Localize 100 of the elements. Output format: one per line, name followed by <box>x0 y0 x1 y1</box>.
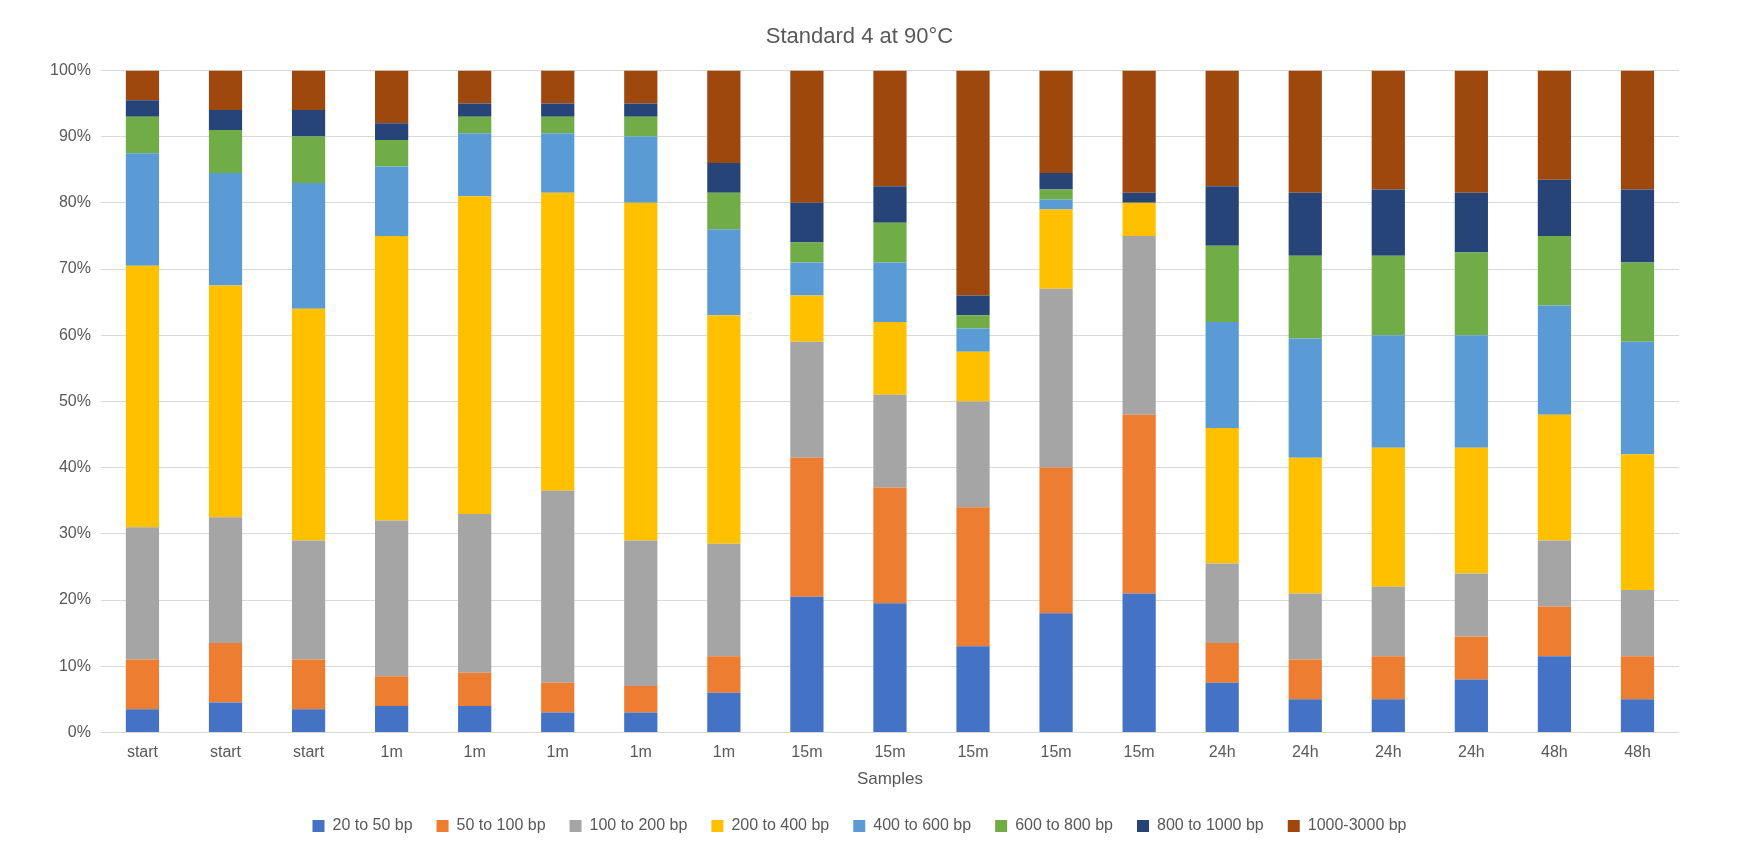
bar <box>1371 699 1405 732</box>
bar <box>956 328 990 352</box>
x-tick-label: 15m <box>874 743 906 761</box>
bar <box>956 507 990 647</box>
x-tick-label: start <box>293 743 325 761</box>
bar <box>1454 252 1488 336</box>
x-tick-label: 24h <box>1208 743 1236 761</box>
bar <box>624 540 658 687</box>
bar <box>208 517 243 644</box>
bar <box>707 315 741 544</box>
bar <box>375 166 409 236</box>
bar <box>458 196 492 514</box>
bar <box>291 308 326 541</box>
bar <box>1620 590 1655 657</box>
bar <box>291 136 326 183</box>
bar <box>790 262 824 296</box>
legend-label: 100 to 200 bp <box>589 816 688 834</box>
x-tick-label: start <box>126 743 159 761</box>
y-tick-label: 40% <box>58 458 91 476</box>
bar <box>1537 656 1572 732</box>
y-tick-label: 50% <box>58 391 91 409</box>
legend-label: 50 to 100 bp <box>456 816 546 834</box>
bar <box>541 192 575 491</box>
bar <box>1288 70 1322 193</box>
bar <box>790 596 824 732</box>
bar <box>1537 305 1572 415</box>
bar <box>458 116 492 134</box>
bar <box>1205 427 1239 564</box>
bar <box>1205 70 1239 187</box>
bar <box>125 70 160 101</box>
x-tick-label: 1m <box>380 743 403 761</box>
x-tick-label: start <box>209 743 242 761</box>
y-tick-label: 10% <box>58 656 91 674</box>
bar <box>208 285 243 518</box>
bar <box>458 672 492 706</box>
bar <box>1039 613 1073 732</box>
bar <box>1288 338 1322 458</box>
bar <box>956 315 990 329</box>
bar <box>707 656 741 693</box>
y-tick-label: 60% <box>58 325 91 343</box>
x-tick-label: 1m <box>712 743 735 761</box>
bar <box>125 100 160 117</box>
chart-title: Standard 4 at 90°C <box>765 23 954 49</box>
bar <box>1122 70 1156 193</box>
bar <box>125 116 160 154</box>
bar <box>873 222 907 263</box>
legend-label: 600 to 800 bp <box>1015 816 1114 834</box>
bar <box>624 202 658 541</box>
bar <box>873 321 907 395</box>
bar <box>790 457 824 597</box>
x-tick-label: 24h <box>1291 743 1319 761</box>
bar <box>375 676 409 706</box>
bar <box>125 153 160 266</box>
bar <box>873 394 907 488</box>
bar <box>1205 321 1239 428</box>
bar <box>956 70 990 296</box>
bar <box>541 133 575 193</box>
y-tick-label: 30% <box>58 524 91 542</box>
x-tick-label: 15m <box>1040 743 1072 761</box>
legend-label: 20 to 50 bp <box>332 816 413 834</box>
bar <box>1620 341 1655 455</box>
bar <box>1039 199 1073 210</box>
bar <box>291 709 326 732</box>
bar <box>1371 586 1405 657</box>
y-tick-label: 80% <box>58 193 91 211</box>
bar <box>375 520 409 677</box>
bar <box>125 265 160 528</box>
bar <box>458 705 492 732</box>
bar <box>1288 593 1322 660</box>
bar <box>1537 606 1572 657</box>
bar <box>1039 189 1073 200</box>
bar <box>624 103 658 117</box>
bar <box>873 262 907 322</box>
bar <box>291 70 326 111</box>
bar <box>1454 679 1488 732</box>
bar <box>541 103 575 117</box>
bar <box>375 705 409 732</box>
x-tick-label: 1m <box>629 743 652 761</box>
bar <box>291 659 326 710</box>
y-tick-label: 20% <box>58 590 91 608</box>
bar <box>790 242 824 263</box>
bar <box>707 192 741 230</box>
bar <box>1454 335 1488 448</box>
bar <box>707 692 741 732</box>
x-tick-label: 24h <box>1374 743 1402 761</box>
bar <box>624 686 658 713</box>
bar <box>541 490 575 683</box>
bar <box>1537 414 1572 541</box>
bar <box>707 163 741 193</box>
bar <box>956 646 990 732</box>
bar <box>458 103 492 117</box>
bar <box>1039 288 1073 468</box>
bar <box>208 643 243 703</box>
bar <box>624 712 658 732</box>
bar <box>1454 636 1488 680</box>
bar <box>1205 186 1239 246</box>
bar <box>1454 573 1488 637</box>
legend-label: 800 to 1000 bp <box>1156 816 1264 834</box>
bar <box>873 603 907 732</box>
bar <box>790 202 824 243</box>
